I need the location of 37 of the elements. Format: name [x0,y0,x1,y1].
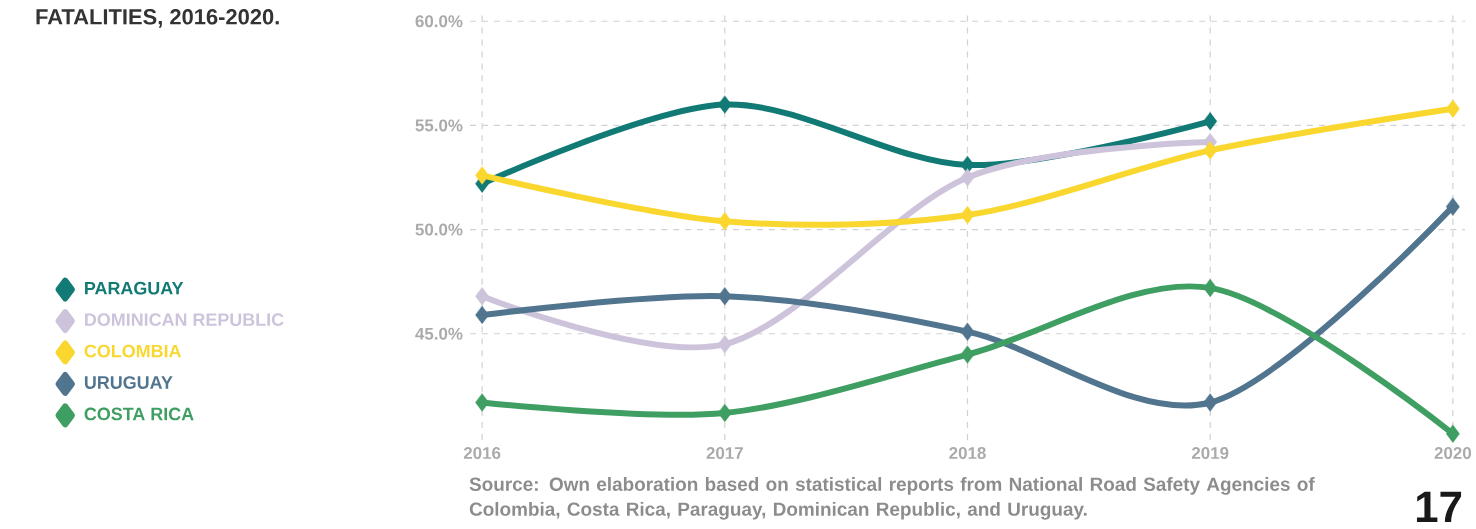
point [717,287,732,306]
point [1203,141,1218,160]
legend-label: PARAGUAY [85,281,184,295]
text: FATALITIES, 2016-2020. [36,9,279,28]
point [1446,99,1460,118]
point [717,95,732,114]
x-tick-label: 2019 [1191,447,1229,460]
point [960,322,975,341]
point [717,335,732,354]
point [717,403,732,423]
point [475,166,489,185]
point [475,287,489,306]
point [960,345,975,364]
text: 17 [1416,491,1462,522]
point [475,305,489,325]
legend-label: DOMINICAN REPUBLIC [85,313,284,326]
point [1203,112,1218,131]
point [475,393,489,412]
y-tick-label: 50.0% [415,223,463,236]
x-tick-label: 2016 [463,447,501,460]
source-note: Source: Own elaboration based on statistical reports from National Road Safety Agencies of Colombia, Costa Rica, Paraguay, Dominican Republic, and Uruguay. [469,477,1315,520]
legend-label: URUGUAY [84,376,173,389]
point [1203,393,1218,412]
point [1203,278,1218,298]
x-tick-label: 2018 [949,447,986,460]
point [717,212,732,231]
point [1446,197,1460,216]
point [960,168,975,187]
point [960,205,975,225]
x-tick-label: 2017 [706,447,743,460]
x-tick-label: 2020 [1434,447,1471,460]
y-tick-label: 55.0% [415,119,463,132]
y-tick-label: 45.0% [415,327,463,340]
legend-label: COSTA RICA [84,407,194,421]
y-tick-label: 60.0% [415,15,463,28]
point [1446,424,1460,443]
legend-label: COLOMBIA [84,344,182,358]
